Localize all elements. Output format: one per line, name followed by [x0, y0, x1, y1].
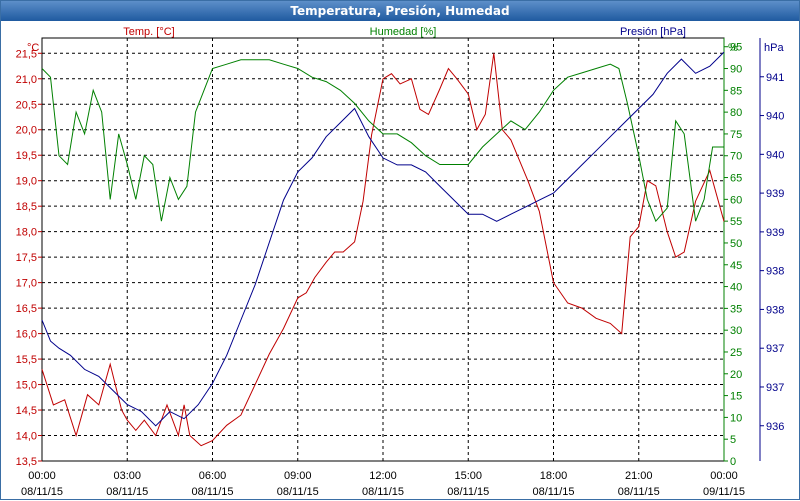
pressure-axis-unit: hPa	[764, 42, 784, 54]
temp-tick-label: 18,0	[16, 227, 37, 239]
temp-tick-label: 20,0	[16, 125, 37, 137]
pressure-tick-label: 940	[766, 111, 784, 123]
x-tick-label: 12:00	[369, 470, 397, 482]
x-date-label: 08/11/15	[618, 486, 660, 498]
humidity-series-line	[41, 59, 724, 223]
humidity-tick-label: 90	[730, 64, 742, 76]
temp-tick-label: 17,5	[16, 252, 37, 264]
pressure-series-line	[41, 51, 725, 427]
pressure-tick-label: 941	[766, 72, 784, 84]
temp-tick-label: 13,5	[16, 456, 37, 468]
x-tick-label: 00:00	[28, 470, 56, 482]
temp-axis-unit: °C	[27, 42, 39, 54]
humidity-tick-label: 35	[730, 303, 742, 315]
pressure-tick-label: 938	[766, 304, 784, 316]
temperature-series-line	[41, 53, 725, 447]
humidity-tick-label: 85	[730, 85, 742, 97]
pressure-tick-label: 940	[766, 149, 784, 161]
series-label: Humedad [%]	[370, 26, 437, 38]
humidity-tick-label: 95	[730, 42, 742, 54]
temp-tick-label: 16,0	[16, 329, 37, 341]
x-date-label: 08/11/15	[277, 486, 319, 498]
window-title: Temperatura, Presión, Humedad	[1, 1, 799, 21]
series-label: Temp. [°C]	[123, 26, 174, 38]
series-label: Presión [hPa]	[620, 26, 686, 38]
pressure-tick-label: 937	[766, 382, 784, 394]
x-tick-label: 06:00	[199, 470, 227, 482]
humidity-tick-label: 25	[730, 347, 742, 359]
temp-tick-label: 14,5	[16, 405, 37, 417]
x-date-label: 08/11/15	[191, 486, 233, 498]
temp-tick-label: 21,0	[16, 74, 37, 86]
pressure-tick-label: 936	[766, 421, 784, 433]
humidity-tick-label: 80	[730, 107, 742, 119]
temp-tick-label: 21,5	[16, 48, 37, 60]
x-tick-label: 00:00	[710, 470, 738, 482]
pressure-tick-label: 938	[766, 266, 784, 278]
x-tick-label: 18:00	[540, 470, 568, 482]
temp-tick-label: 20,5	[16, 99, 37, 111]
x-tick-label: 03:00	[113, 470, 141, 482]
temp-tick-label: 19,5	[16, 150, 37, 162]
x-date-label: 08/11/15	[21, 486, 63, 498]
x-tick-label: 09:00	[284, 470, 312, 482]
humidity-tick-label: 70	[730, 151, 742, 163]
x-date-label: 08/11/15	[362, 486, 404, 498]
humidity-tick-label: 75	[730, 129, 742, 141]
temp-tick-label: 17,0	[16, 278, 37, 290]
humidity-tick-label: 60	[730, 194, 742, 206]
humidity-tick-label: 45	[730, 260, 742, 272]
humidity-tick-label: 30	[730, 325, 742, 337]
x-tick-label: 15:00	[454, 470, 482, 482]
temp-tick-label: 14,0	[16, 431, 37, 443]
pressure-tick-label: 939	[766, 188, 784, 200]
humidity-tick-label: 20	[730, 369, 742, 381]
humidity-tick-label: 40	[730, 282, 742, 294]
humidity-tick-label: 55	[730, 216, 742, 228]
temp-tick-label: 18,5	[16, 201, 37, 213]
x-date-label: 08/11/15	[447, 486, 489, 498]
x-date-label: 09/11/15	[703, 486, 745, 498]
temp-tick-label: 16,5	[16, 303, 37, 315]
pressure-tick-label: 937	[766, 343, 784, 355]
humidity-tick-label: 10	[730, 412, 742, 424]
humidity-tick-label: 0	[730, 456, 736, 468]
pressure-tick-label: 939	[766, 227, 784, 239]
humidity-tick-label: 5	[730, 434, 736, 446]
x-date-label: 08/11/15	[532, 486, 574, 498]
humidity-axis-unit: %	[728, 42, 738, 54]
temp-tick-label: 19,0	[16, 176, 37, 188]
humidity-tick-label: 15	[730, 391, 742, 403]
x-date-label: 08/11/15	[106, 486, 148, 498]
humidity-tick-label: 65	[730, 173, 742, 185]
temp-tick-label: 15,0	[16, 380, 37, 392]
temp-tick-label: 15,5	[16, 354, 37, 366]
x-tick-label: 21:00	[625, 470, 653, 482]
humidity-tick-label: 50	[730, 238, 742, 250]
